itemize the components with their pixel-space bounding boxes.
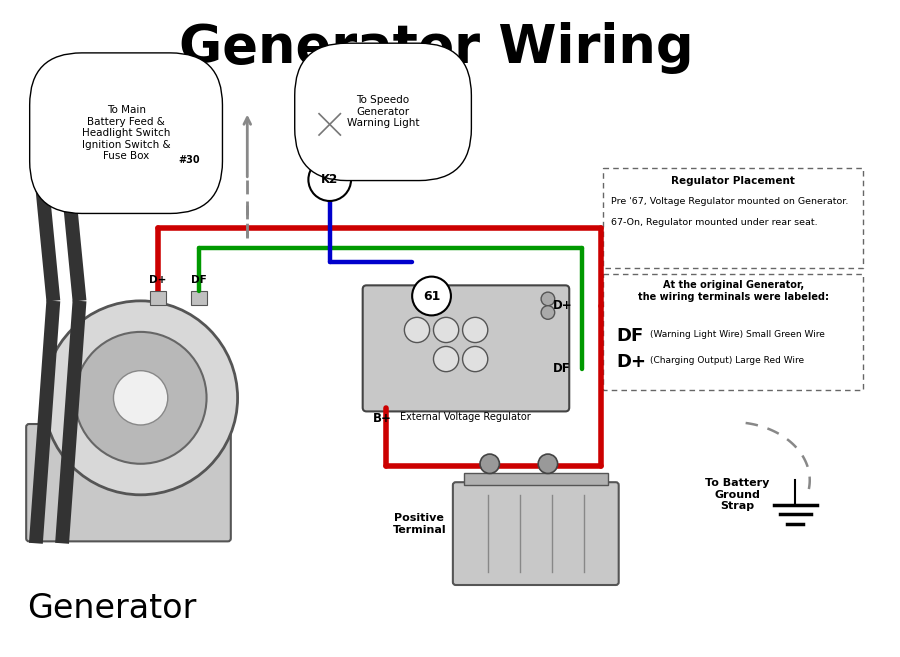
Text: To Speedo
Generator
Warning Light: To Speedo Generator Warning Light bbox=[346, 95, 419, 129]
Text: To Battery
Ground
Strap: To Battery Ground Strap bbox=[705, 478, 770, 511]
Text: (Charging Output) Large Red Wire: (Charging Output) Large Red Wire bbox=[650, 356, 804, 365]
Circle shape bbox=[312, 107, 347, 142]
Text: (Warning Light Wire) Small Green Wire: (Warning Light Wire) Small Green Wire bbox=[650, 330, 824, 339]
Text: #30: #30 bbox=[178, 155, 200, 166]
FancyBboxPatch shape bbox=[26, 424, 230, 541]
Circle shape bbox=[404, 317, 429, 342]
Text: To Main
Battery Feed &
Headlight Switch
Ignition Switch &
Fuse Box: To Main Battery Feed & Headlight Switch … bbox=[82, 105, 170, 162]
Text: DF: DF bbox=[616, 327, 644, 345]
Text: DF: DF bbox=[553, 362, 571, 375]
Circle shape bbox=[538, 454, 558, 474]
Circle shape bbox=[43, 301, 238, 495]
Bar bbox=[150, 291, 166, 305]
Text: 61: 61 bbox=[423, 290, 440, 302]
Text: Generator: Generator bbox=[27, 592, 196, 625]
Circle shape bbox=[75, 332, 207, 464]
Text: Generator Wiring: Generator Wiring bbox=[179, 22, 694, 74]
Text: D+: D+ bbox=[616, 353, 647, 371]
Circle shape bbox=[434, 346, 459, 372]
Circle shape bbox=[480, 454, 500, 474]
Text: Regulator Placement: Regulator Placement bbox=[671, 176, 795, 186]
Circle shape bbox=[412, 277, 451, 315]
Bar bbox=[464, 474, 608, 485]
Circle shape bbox=[541, 306, 554, 319]
Circle shape bbox=[463, 346, 488, 372]
Text: B+: B+ bbox=[374, 413, 392, 425]
Text: K2: K2 bbox=[321, 173, 338, 186]
Text: Positive
Terminal: Positive Terminal bbox=[392, 513, 446, 535]
Text: At the original Generator,
the wiring terminals were labeled:: At the original Generator, the wiring te… bbox=[637, 281, 829, 302]
Circle shape bbox=[113, 371, 167, 425]
FancyBboxPatch shape bbox=[453, 482, 618, 585]
Text: External Voltage Regulator: External Voltage Regulator bbox=[400, 413, 531, 422]
Bar bbox=[191, 291, 207, 305]
Circle shape bbox=[541, 292, 554, 306]
Circle shape bbox=[309, 158, 351, 201]
Circle shape bbox=[434, 317, 459, 342]
Circle shape bbox=[167, 139, 211, 181]
Text: D+: D+ bbox=[149, 275, 166, 285]
Text: D+: D+ bbox=[553, 299, 572, 312]
Text: Pre '67, Voltage Regulator mounted on Generator.: Pre '67, Voltage Regulator mounted on Ge… bbox=[611, 197, 849, 206]
Text: 67-On, Regulator mounted under rear seat.: 67-On, Regulator mounted under rear seat… bbox=[611, 218, 817, 227]
FancyBboxPatch shape bbox=[363, 285, 569, 411]
Circle shape bbox=[463, 317, 488, 342]
Text: DF: DF bbox=[191, 275, 207, 285]
